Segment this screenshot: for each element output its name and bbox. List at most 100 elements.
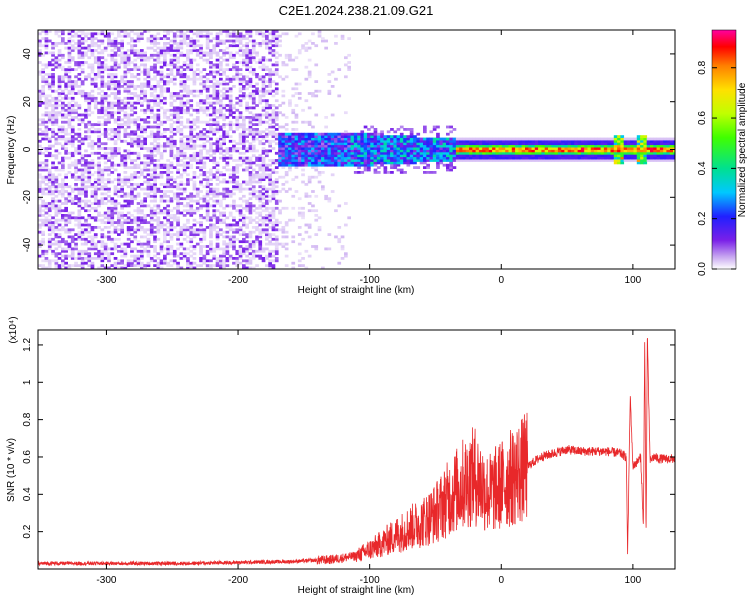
spectrogram-cell xyxy=(251,135,256,138)
spectrogram-cell xyxy=(77,202,82,205)
spectrogram-cell xyxy=(70,249,75,253)
spectrogram-cell xyxy=(251,44,256,48)
spectrogram-cell xyxy=(235,171,240,174)
spectrogram-cell xyxy=(44,257,49,260)
spectrogram-cell xyxy=(57,242,62,246)
spectrogram-cell xyxy=(169,264,174,267)
spectrogram-cell xyxy=(212,264,217,267)
spectrogram-cell xyxy=(396,168,401,172)
spectrogram-cell xyxy=(182,87,187,91)
spectrogram-cell xyxy=(166,180,170,184)
spectrogram-cell xyxy=(67,185,72,189)
spectrogram-cell xyxy=(179,104,184,107)
spectrogram-cell xyxy=(274,73,279,76)
spectrogram-cell xyxy=(156,116,161,119)
spectrogram-cell xyxy=(182,154,187,158)
spectrogram-cell xyxy=(284,123,289,126)
spectrogram-cell xyxy=(47,63,52,67)
spectrogram-cell xyxy=(133,65,138,69)
spectrogram-cell xyxy=(380,159,384,162)
spectrogram-cell xyxy=(294,163,299,167)
spectrogram-cell xyxy=(77,46,82,50)
spectrogram-cell xyxy=(301,206,305,210)
spectrogram-cell xyxy=(212,128,217,131)
spectrogram-cell xyxy=(192,123,197,126)
spectrogram-cell xyxy=(166,168,170,172)
spectrogram-cell xyxy=(251,173,256,177)
spectrogram-cell xyxy=(238,87,243,91)
spectrogram-cell xyxy=(192,218,197,222)
spectrogram-cell xyxy=(248,120,253,124)
spectrogram-cell xyxy=(212,204,217,208)
spectrogram-cell xyxy=(179,75,184,79)
spectrogram-cell xyxy=(169,53,174,57)
spectrogram-cell xyxy=(294,137,299,141)
spectrogram-cell xyxy=(337,142,342,146)
spectrogram-cell xyxy=(57,264,62,267)
spectrogram-cell xyxy=(429,144,434,148)
spectrogram-cell xyxy=(281,230,286,234)
spectrogram-cell xyxy=(284,32,289,36)
spectrogram-cell xyxy=(140,96,144,100)
spectrogram-cell xyxy=(67,56,72,60)
spectrogram-cell xyxy=(192,80,197,83)
spectrogram-cell xyxy=(232,106,236,110)
spectrogram-cell xyxy=(41,202,45,205)
spectrogram-cell xyxy=(90,89,95,93)
spectrogram-cell xyxy=(44,101,49,105)
spectrogram-cell xyxy=(242,77,246,81)
spectrogram-cell xyxy=(317,156,322,160)
spectrogram-cell xyxy=(143,221,147,224)
spectrogram-cell xyxy=(258,233,263,236)
spectrogram-cell xyxy=(74,80,78,83)
spectrogram-cell xyxy=(248,192,253,196)
spectrogram-cell xyxy=(212,190,217,193)
spectrogram-cell xyxy=(159,266,164,269)
spectrogram-cell xyxy=(166,185,170,189)
spectrogram-cell xyxy=(235,166,240,169)
spectrogram-cell xyxy=(255,53,259,57)
spectrogram-cell xyxy=(169,130,174,134)
spectrogram-cell xyxy=(38,132,42,136)
spectrogram-cell xyxy=(163,147,167,150)
spectrogram-cell xyxy=(321,171,325,174)
spectrogram-cell xyxy=(156,96,161,100)
spectrogram-cell xyxy=(222,206,226,210)
spectrogram-cell xyxy=(409,161,414,165)
spectrogram-cell xyxy=(334,209,338,213)
spectrogram-cell xyxy=(409,139,414,143)
spectrogram-cell xyxy=(265,116,269,119)
spectrogram-cell xyxy=(87,235,92,239)
spectrogram-cell xyxy=(271,34,276,38)
spectrogram-cell xyxy=(130,190,134,193)
spectrogram-cell xyxy=(222,197,226,201)
spectrogram-cell xyxy=(70,163,75,167)
spectrogram-cell xyxy=(176,183,180,186)
spectrogram-cell xyxy=(258,77,263,81)
spectrogram-cell xyxy=(146,233,151,236)
spectrogram-cell xyxy=(281,183,286,186)
spectrogram-cell xyxy=(255,82,259,86)
spectrogram-cell xyxy=(261,42,266,45)
spectrogram-cell xyxy=(340,135,345,138)
spectrogram-cell xyxy=(370,144,374,148)
spectrogram-cell xyxy=(248,125,253,129)
spectrogram-cell xyxy=(143,154,147,158)
spectrogram-cell xyxy=(123,249,128,253)
spectrogram-cell xyxy=(47,113,52,117)
spectrogram-cell xyxy=(77,235,82,239)
spectrogram-cell xyxy=(54,106,59,110)
spectrogram-cell xyxy=(77,51,82,55)
spectrogram-cell xyxy=(222,39,226,43)
spectrogram-cell xyxy=(103,120,108,124)
spectrogram-cell xyxy=(87,75,92,79)
spectrogram-cell xyxy=(87,180,92,184)
spectrogram-cell xyxy=(136,206,141,210)
spectrogram-cell xyxy=(163,192,167,196)
spectrogram-cell xyxy=(238,209,243,213)
spectrogram-cell xyxy=(278,135,282,138)
spectrogram-cell xyxy=(120,34,124,38)
spectrogram-cell xyxy=(166,264,170,267)
spectrogram-cell xyxy=(393,142,398,146)
spectrogram-cell xyxy=(370,132,374,136)
